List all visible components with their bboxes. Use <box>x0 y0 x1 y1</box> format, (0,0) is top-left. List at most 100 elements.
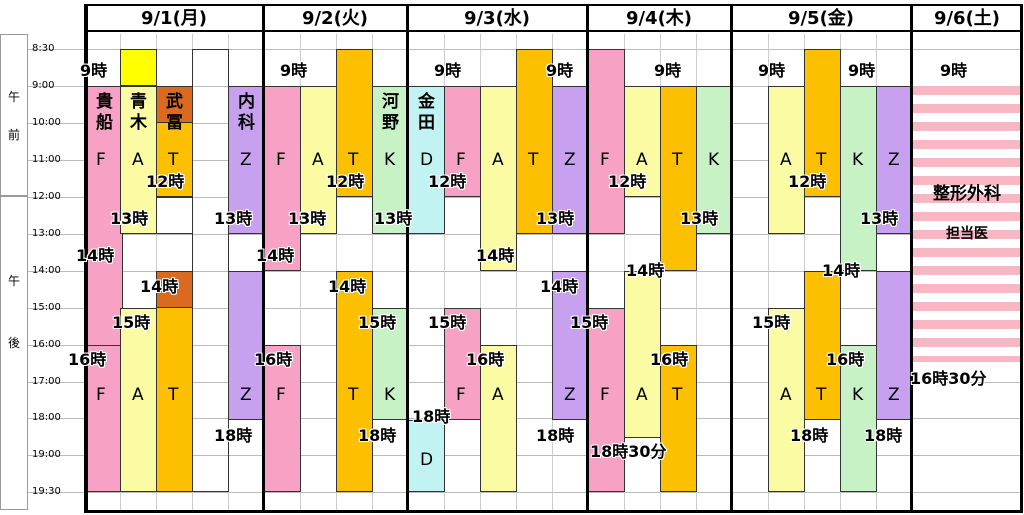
department-letter: T <box>816 150 827 170</box>
day-header: 9/4(木) <box>625 8 693 29</box>
time-annotation: 15時 <box>358 313 397 332</box>
time-label: 12:00 <box>32 191 61 202</box>
department-letter: F <box>456 150 466 170</box>
time-annotation: 14時 <box>476 246 515 265</box>
department-letter: A <box>780 150 792 170</box>
schedule-bar <box>156 271 193 308</box>
day-separator <box>910 4 913 512</box>
time-annotation: 14時 <box>822 261 861 280</box>
time-label: 17:00 <box>32 376 61 387</box>
schedule-bar <box>588 49 625 234</box>
day-separator <box>586 4 589 512</box>
schedule-bar <box>480 86 517 271</box>
time-annotation: 18時 <box>358 426 397 445</box>
hour-gridline <box>28 418 1022 419</box>
department-letter: A <box>780 385 792 405</box>
time-annotation: 13時 <box>214 209 253 228</box>
day-separator <box>84 4 88 512</box>
schedule-bar <box>264 86 301 271</box>
department-letter: D <box>420 150 434 170</box>
time-annotation: 9時 <box>434 61 462 80</box>
schedule-bar <box>156 86 193 123</box>
column-gridline <box>444 34 445 510</box>
schedule-bar <box>516 49 553 234</box>
time-annotation: 16時30分 <box>910 369 987 388</box>
department-letter: Z <box>240 385 252 405</box>
hour-gridline <box>28 308 1022 309</box>
schedule-bar <box>336 49 373 197</box>
department-letter: T <box>348 150 359 170</box>
department-letter: K <box>384 150 396 170</box>
schedule-bar <box>696 86 733 234</box>
doctor-name: 内科 <box>238 92 255 133</box>
time-annotation: 16時 <box>826 350 865 369</box>
day-header: 9/5(金) <box>787 8 855 29</box>
department-letter: A <box>636 385 648 405</box>
time-annotation: 18時 <box>536 426 575 445</box>
schedule-bar <box>588 308 625 492</box>
day-separator <box>730 4 733 512</box>
time-annotation: 15時 <box>112 313 151 332</box>
department-letter: A <box>636 150 648 170</box>
period-am-char2: 前 <box>8 128 21 142</box>
time-label: 13:00 <box>32 228 61 239</box>
department-letter: A <box>492 150 504 170</box>
time-annotation: 18時30分 <box>590 442 667 461</box>
department-letter: Z <box>240 150 252 170</box>
department-letter: F <box>456 385 466 405</box>
department-letter: K <box>708 150 720 170</box>
schedule-bar <box>660 345 697 492</box>
day-header: 9/3(水) <box>463 8 531 29</box>
schedule-bar <box>372 86 409 234</box>
time-annotation: 9時 <box>940 61 968 80</box>
time-label: 16:00 <box>32 339 61 350</box>
schedule-bar <box>552 86 589 234</box>
time-annotation: 12時 <box>428 172 467 191</box>
frame-bottom <box>84 510 1023 513</box>
time-annotation: 9時 <box>654 61 682 80</box>
department-letter: F <box>96 385 106 405</box>
doctor-name: 青木 <box>130 92 147 133</box>
column-gridline <box>516 34 517 510</box>
saturday-orthopedics-block <box>912 86 1022 362</box>
department-letter: F <box>276 150 286 170</box>
day-header: 9/2(火) <box>301 8 369 29</box>
schedule-bar <box>408 420 445 492</box>
doctor-name: 武冨 <box>166 92 183 133</box>
schedule-bar <box>624 86 661 197</box>
saturday-note: 整形外科 <box>933 184 1001 204</box>
schedule-bar <box>840 86 877 271</box>
frame-top <box>84 4 1023 6</box>
time-annotation: 15時 <box>428 313 467 332</box>
schedule-bar <box>768 308 805 492</box>
time-annotation: 14時 <box>328 277 367 296</box>
schedule-bar <box>300 86 337 234</box>
department-letter: A <box>132 150 144 170</box>
department-letter: K <box>852 385 864 405</box>
day-separator <box>262 4 265 512</box>
department-letter: K <box>852 150 864 170</box>
department-letter: T <box>528 150 539 170</box>
hour-gridline <box>28 271 1022 272</box>
department-letter: T <box>168 385 179 405</box>
time-label: 14:00 <box>32 265 61 276</box>
time-annotation: 18時 <box>790 426 829 445</box>
department-letter: T <box>672 150 683 170</box>
time-annotation: 12時 <box>326 172 365 191</box>
period-pm-char1: 午 <box>8 274 21 288</box>
saturday-note-sub: 担当医 <box>946 226 988 242</box>
time-label: 11:00 <box>32 154 61 165</box>
department-letter: K <box>384 385 396 405</box>
department-letter: D <box>420 450 434 470</box>
department-letter: Z <box>564 385 576 405</box>
time-annotation: 9時 <box>848 61 876 80</box>
time-annotation: 14時 <box>626 261 665 280</box>
time-annotation: 12時 <box>788 172 827 191</box>
doctor-name: 金田 <box>418 92 435 133</box>
time-annotation: 14時 <box>256 246 295 265</box>
time-annotation: 14時 <box>140 277 179 296</box>
time-label: 18:00 <box>32 412 61 423</box>
time-label: 19:00 <box>32 449 61 460</box>
time-label: 8:30 <box>32 43 55 54</box>
time-annotation: 14時 <box>540 277 579 296</box>
